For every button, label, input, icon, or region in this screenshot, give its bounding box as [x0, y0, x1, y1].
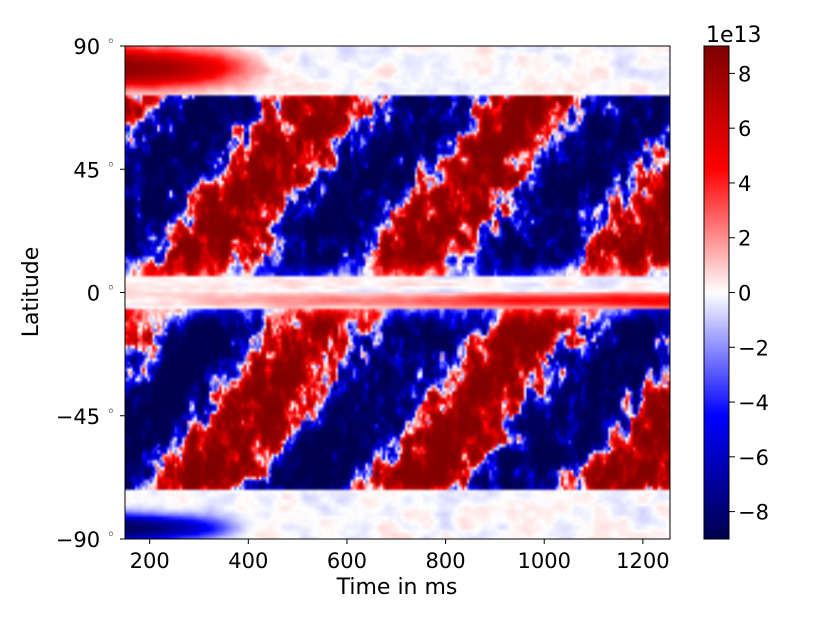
x-axis-ticks: 200 400 600 800 1000 1200 — [130, 539, 670, 573]
heatmap-raster — [125, 46, 670, 539]
colorbar-tick-label: 2 — [738, 227, 751, 251]
colorbar-tick-label: 0 — [738, 282, 751, 306]
colorbar-ticks: 8 6 4 2 0 −2 −4 −6 −8 — [729, 62, 769, 525]
x-tick-label: 1000 — [518, 549, 571, 573]
y-axis-ticks: 90 ◦ 45 ◦ 0 ◦ −45 ◦ −90 ◦ — [56, 34, 125, 552]
x-tick-label: 600 — [327, 549, 367, 573]
x-axis-label: Time in ms — [336, 575, 458, 600]
y-tick-label: 45 ◦ — [73, 157, 115, 182]
x-tick-label: 800 — [426, 549, 466, 573]
colorbar-tick-label: −2 — [738, 336, 769, 360]
colorbar — [703, 45, 730, 540]
y-tick-label: −90 ◦ — [56, 527, 115, 552]
x-tick-label: 200 — [130, 549, 170, 573]
colorbar-tick-label: 4 — [738, 172, 751, 196]
colorbar-tick-label: −4 — [738, 391, 769, 415]
colorbar-tick-label: 8 — [738, 62, 751, 86]
y-axis-label: Latitude — [19, 247, 44, 338]
y-tick-label: 90 ◦ — [73, 34, 115, 59]
x-tick-label: 400 — [228, 549, 268, 573]
colorbar-tick-label: −6 — [738, 446, 769, 470]
heatmap-image — [125, 46, 670, 539]
y-tick-label: −45 ◦ — [56, 404, 115, 429]
colorbar-tick-label: 6 — [738, 117, 751, 141]
colorbar-tick-label: −8 — [738, 501, 769, 525]
x-tick-label: 1200 — [616, 549, 669, 573]
colorbar-offset-label: 1e13 — [706, 23, 762, 48]
y-tick-label: 0 ◦ — [87, 281, 115, 306]
